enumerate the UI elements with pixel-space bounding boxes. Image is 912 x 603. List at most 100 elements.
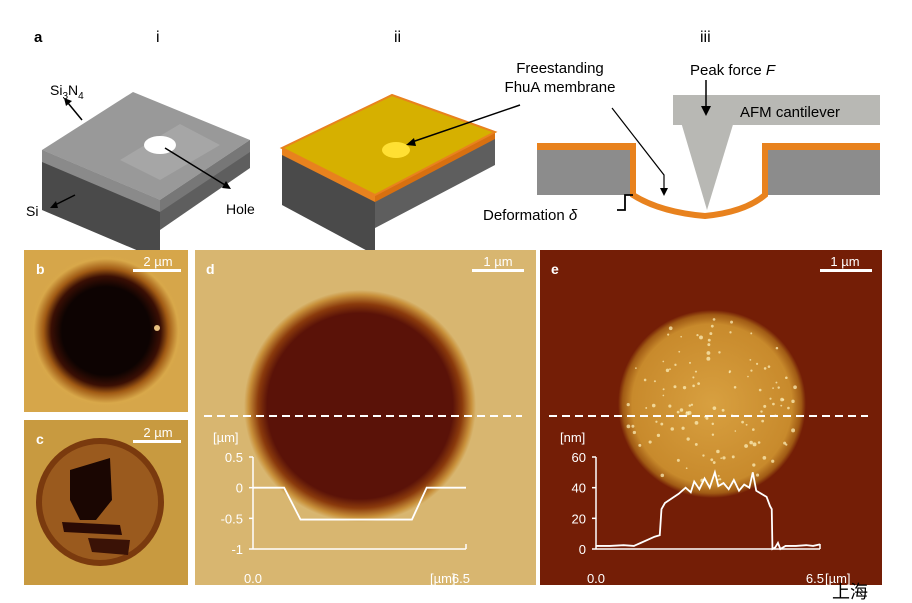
speckle xyxy=(699,335,703,340)
hole-image-b xyxy=(30,255,182,407)
speckle xyxy=(761,419,765,423)
y-axis-unit-d: [µm] xyxy=(213,430,239,445)
speckle xyxy=(660,473,665,478)
speckle xyxy=(676,458,680,462)
speckle xyxy=(667,333,670,336)
speckle xyxy=(745,423,748,426)
chip-schematic-i: Si3N4 Si Hole xyxy=(26,82,255,260)
speckle xyxy=(665,368,670,373)
speckle xyxy=(783,441,787,445)
speckle xyxy=(690,403,694,406)
speckle xyxy=(687,410,692,415)
subpanel-label-ii: ii xyxy=(394,29,401,46)
profile-line xyxy=(596,469,821,551)
speckle xyxy=(686,437,690,441)
peak-force-label: Peak force F xyxy=(690,62,776,79)
speckle xyxy=(643,378,647,382)
y-tick-label: -0.5 xyxy=(221,511,243,526)
subpanel-label-i: i xyxy=(156,29,160,46)
speckle xyxy=(717,474,720,477)
speckle xyxy=(747,375,749,378)
panel-label-a: a xyxy=(34,29,43,46)
hole-label: Hole xyxy=(226,201,255,217)
speckle xyxy=(771,459,775,463)
y-tick-label: 20 xyxy=(572,511,586,526)
speckle xyxy=(785,443,788,446)
y-tick-label: 0 xyxy=(236,481,243,496)
speckle xyxy=(730,320,734,324)
speckle xyxy=(662,360,665,363)
scale-bar-label-d: 1 µm xyxy=(483,254,512,269)
y-tick-label: 60 xyxy=(572,450,586,465)
speckle xyxy=(749,358,752,361)
arrow-membrane xyxy=(411,104,521,143)
speckle xyxy=(648,440,652,444)
speckle xyxy=(763,404,767,408)
panel-c: c 2 µm xyxy=(24,420,188,585)
speckle xyxy=(678,350,681,353)
scale-bar-c xyxy=(133,440,181,443)
speckle xyxy=(785,376,788,380)
speckle xyxy=(712,461,716,464)
speckle xyxy=(750,332,753,335)
speckle xyxy=(763,367,767,370)
deformation-bracket xyxy=(617,194,633,211)
speckle xyxy=(791,399,795,404)
membrane-label-line1: Freestanding xyxy=(516,60,604,77)
speckle xyxy=(688,404,692,407)
speckle xyxy=(655,420,658,423)
speckle xyxy=(752,463,756,467)
speckle xyxy=(685,467,688,470)
speckle xyxy=(670,427,674,431)
speckle xyxy=(775,346,779,350)
speckle xyxy=(777,386,780,389)
membrane-spot xyxy=(382,142,410,158)
subpanel-label-iii: iii xyxy=(700,29,711,46)
arrow-hole xyxy=(164,147,226,186)
speckle xyxy=(645,407,648,409)
speckle xyxy=(676,410,680,414)
scale-bar-label-b: 2 µm xyxy=(143,254,172,269)
speckle xyxy=(668,326,673,331)
speckle xyxy=(720,457,723,460)
panel-label-e: e xyxy=(551,261,559,277)
y-tick-label: 0 xyxy=(579,542,586,557)
membrane-pointer xyxy=(611,107,665,190)
speckle xyxy=(729,331,732,334)
speckle xyxy=(733,385,737,389)
x-tick-label: 6.5 xyxy=(806,571,824,586)
speckle xyxy=(710,324,714,328)
speckle xyxy=(653,380,656,383)
speckle xyxy=(752,442,757,447)
speckle xyxy=(681,426,685,430)
speckle xyxy=(626,424,631,429)
speckle xyxy=(780,404,783,407)
afm-schematic-iii: Peak force F AFM cantilever Deformation … xyxy=(483,62,880,224)
speckle xyxy=(694,442,698,446)
speckle xyxy=(718,478,722,481)
speckle xyxy=(760,410,763,413)
panel-a: a i ii iii Si3N4 Si Hole xyxy=(26,29,880,260)
arrow-si3n4 xyxy=(67,102,83,121)
scale-bar-d xyxy=(472,269,524,272)
arrow-si xyxy=(54,194,76,206)
speckle xyxy=(697,382,701,386)
chip-schematic-ii xyxy=(279,93,521,255)
speckle xyxy=(762,456,767,460)
panel-e: e 1 µm 60 40 20 00.0 6.5 [nm] [µm] 上海 xyxy=(540,250,882,602)
speckle xyxy=(750,369,753,372)
speckle xyxy=(673,385,677,389)
si3n4-label: Si3N4 xyxy=(50,82,84,102)
panel-d: d 1 µm 0.5 0 -0.5 -10.0 6.5 [µm] [µm] xyxy=(195,250,536,586)
speckle xyxy=(638,443,642,447)
x-axis-unit-d: [µm] xyxy=(430,571,456,586)
speckle xyxy=(662,394,665,397)
speckle xyxy=(656,433,661,438)
speckle xyxy=(694,370,698,373)
y-tick-label: 40 xyxy=(572,481,586,496)
height-profile-chart-e: 60 40 20 00.0 6.5 xyxy=(572,450,824,586)
speckle xyxy=(707,343,711,347)
speckle xyxy=(722,456,726,460)
speckle xyxy=(660,422,664,426)
speckle xyxy=(731,455,735,459)
